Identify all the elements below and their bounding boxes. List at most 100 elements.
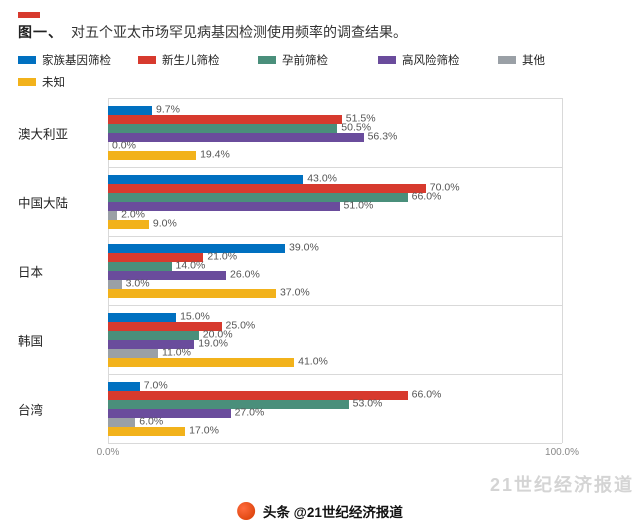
bar-slot: 27.0% xyxy=(108,409,562,418)
category-label: 韩国 xyxy=(18,330,98,349)
bar xyxy=(108,280,122,289)
bar-value-label: 37.0% xyxy=(280,286,310,298)
legend-item: 新生儿筛检 xyxy=(138,52,258,68)
bar-slot: 6.0% xyxy=(108,418,562,427)
bar xyxy=(108,409,231,418)
legend-label: 孕前筛检 xyxy=(282,52,328,68)
legend-label: 家族基因筛检 xyxy=(42,52,111,68)
bar xyxy=(108,262,172,271)
bar-value-label: 19.4% xyxy=(200,148,230,160)
bar xyxy=(108,289,276,298)
byline-text: @21世纪经济报道 xyxy=(294,505,403,520)
bar xyxy=(108,133,364,142)
plot-area: 15.0%25.0%20.0%19.0%11.0%41.0% xyxy=(108,305,562,374)
grid-line xyxy=(562,305,563,374)
bar-slot: 26.0% xyxy=(108,271,562,280)
plot-area: 7.0%66.0%53.0%27.0%6.0%17.0% xyxy=(108,374,562,443)
accent-bar xyxy=(18,12,40,18)
watermark-text: 21世纪经济报道 xyxy=(490,471,634,497)
bar xyxy=(108,106,152,115)
bar-slot: 19.4% xyxy=(108,151,562,160)
chart-title-text: 对五个亚太市场罕见病基因检测使用频率的调查结果。 xyxy=(71,22,407,42)
category-label: 中国大陆 xyxy=(18,192,98,211)
chart-title-row: 图一、 对五个亚太市场罕见病基因检测使用频率的调查结果。 xyxy=(18,22,622,42)
bar-value-label: 41.0% xyxy=(298,355,328,367)
plot-area: 39.0%21.0%14.0%26.0%3.0%37.0% xyxy=(108,236,562,305)
bar-slot: 9.7% xyxy=(108,106,562,115)
x-axis: 0.0%100.0% xyxy=(108,443,562,465)
bar-slot: 9.0% xyxy=(108,220,562,229)
bar-slot: 66.0% xyxy=(108,391,562,400)
bar xyxy=(108,313,176,322)
row-divider xyxy=(108,98,562,99)
bar xyxy=(108,427,185,436)
bar-slot: 7.0% xyxy=(108,382,562,391)
legend-swatch xyxy=(138,56,156,64)
legend-swatch xyxy=(378,56,396,64)
byline-prefix: 头条 xyxy=(263,505,294,520)
chart-area: 澳大利亚 9.7%51.5%50.5%56.3%0.0%19.4% 中国大陆 43.0… xyxy=(18,98,622,465)
bar-slot: 3.0% xyxy=(108,280,562,289)
avatar-icon xyxy=(237,502,255,520)
bar xyxy=(108,349,158,358)
bar-value-label: 17.0% xyxy=(189,424,219,436)
legend-label: 其他 xyxy=(522,52,545,68)
chart-row: 台湾 7.0%66.0%53.0%27.0%6.0%17.0% xyxy=(18,374,622,443)
bar-slot: 0.0% xyxy=(108,142,562,151)
legend: 家族基因筛检 新生儿筛检 孕前筛检 高风险筛检 其他未知 xyxy=(18,52,622,90)
bar xyxy=(108,220,149,229)
bar-slot: 56.3% xyxy=(108,133,562,142)
bar xyxy=(108,124,337,133)
bar-slot: 53.0% xyxy=(108,400,562,409)
byline: 头条 @21世纪经济报道 xyxy=(237,501,403,521)
legend-swatch xyxy=(18,78,36,86)
category-label: 澳大利亚 xyxy=(18,123,98,142)
x-axis-tick: 0.0% xyxy=(97,447,120,458)
bar-slot: 37.0% xyxy=(108,289,562,298)
bar-group: 39.0%21.0%14.0%26.0%3.0%37.0% xyxy=(108,236,562,305)
legend-item: 家族基因筛检 xyxy=(18,52,138,68)
chart-row: 韩国 15.0%25.0%20.0%19.0%11.0%41.0% xyxy=(18,305,622,374)
bar-group: 15.0%25.0%20.0%19.0%11.0%41.0% xyxy=(108,305,562,374)
bar-slot: 25.0% xyxy=(108,322,562,331)
chart-row: 日本39.0%21.0%14.0%26.0%3.0%37.0% xyxy=(18,236,622,305)
legend-item: 孕前筛检 xyxy=(258,52,378,68)
bar-slot: 51.5% xyxy=(108,115,562,124)
grid-line xyxy=(562,374,563,443)
bar xyxy=(108,175,303,184)
bar xyxy=(108,382,140,391)
legend-item: 高风险筛检 xyxy=(378,52,498,68)
bar xyxy=(108,184,426,193)
legend-item: 未知 xyxy=(18,74,138,90)
bar xyxy=(108,151,196,160)
bar-group: 7.0%66.0%53.0%27.0%6.0%17.0% xyxy=(108,374,562,443)
plot-area: 9.7%51.5%50.5%56.3%0.0%19.4% xyxy=(108,98,562,167)
page-root: 图一、 对五个亚太市场罕见病基因检测使用频率的调查结果。 家族基因筛检 新生儿筛检… xyxy=(0,0,640,523)
bar-slot: 39.0% xyxy=(108,244,562,253)
bar xyxy=(108,418,135,427)
grid-line xyxy=(562,236,563,305)
chart-row: 澳大利亚 9.7%51.5%50.5%56.3%0.0%19.4% xyxy=(18,98,622,167)
bar-slot: 20.0% xyxy=(108,331,562,340)
bar-slot: 14.0% xyxy=(108,262,562,271)
plot-area: 43.0%70.0%66.0%51.0%2.0%9.0% xyxy=(108,167,562,236)
legend-swatch xyxy=(498,56,516,64)
bar-slot: 43.0% xyxy=(108,175,562,184)
bar-slot: 66.0% xyxy=(108,193,562,202)
legend-label: 未知 xyxy=(42,74,65,90)
bar xyxy=(108,211,117,220)
bar-value-label: 9.0% xyxy=(153,217,177,229)
legend-label: 高风险筛检 xyxy=(402,52,460,68)
bar-slot: 70.0% xyxy=(108,184,562,193)
chart-title-prefix: 图一、 xyxy=(18,22,63,42)
legend-swatch xyxy=(258,56,276,64)
bar xyxy=(108,115,342,124)
bar-slot: 17.0% xyxy=(108,427,562,436)
legend-item: 其他 xyxy=(498,52,618,68)
bar-group: 9.7%51.5%50.5%56.3%0.0%19.4% xyxy=(108,98,562,167)
grid-line xyxy=(562,98,563,167)
legend-label: 新生儿筛检 xyxy=(162,52,220,68)
bar xyxy=(108,400,349,409)
category-label: 台湾 xyxy=(18,399,98,418)
bar-slot: 15.0% xyxy=(108,313,562,322)
